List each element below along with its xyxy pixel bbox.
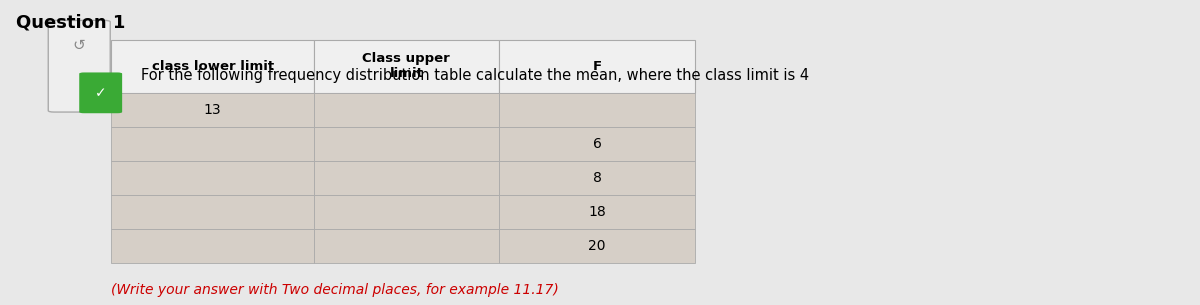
Text: class lower limit: class lower limit	[151, 60, 274, 73]
Text: 18: 18	[588, 205, 606, 219]
Text: ↺: ↺	[73, 38, 85, 53]
Text: 20: 20	[588, 239, 606, 253]
Bar	[112, 229, 314, 263]
Text: (Write your answer with Two decimal places, for example 11.17): (Write your answer with Two decimal plac…	[112, 283, 559, 297]
Bar	[499, 195, 695, 229]
Bar	[314, 229, 499, 263]
FancyBboxPatch shape	[48, 20, 110, 112]
Bar	[314, 195, 499, 229]
Text: F: F	[593, 60, 601, 73]
Bar	[499, 229, 695, 263]
Bar	[499, 127, 695, 161]
Text: ✓: ✓	[95, 86, 107, 100]
Text: Question 1: Question 1	[16, 13, 126, 31]
Bar	[314, 127, 499, 161]
Bar	[314, 93, 499, 127]
Bar	[112, 127, 314, 161]
Bar	[499, 161, 695, 195]
Bar	[112, 161, 314, 195]
Text: For the following frequency distribution table calculate the mean, where the cla: For the following frequency distribution…	[142, 68, 809, 83]
Bar	[112, 93, 314, 127]
Text: 6: 6	[593, 137, 601, 151]
Bar	[499, 93, 695, 127]
Bar	[499, 40, 695, 93]
FancyBboxPatch shape	[79, 73, 122, 113]
Bar	[112, 195, 314, 229]
Text: 8: 8	[593, 171, 601, 185]
Text: Class upper
limit: Class upper limit	[362, 52, 450, 80]
Bar	[314, 40, 499, 93]
Bar	[112, 40, 314, 93]
Bar	[314, 161, 499, 195]
Text: 13: 13	[204, 103, 222, 117]
